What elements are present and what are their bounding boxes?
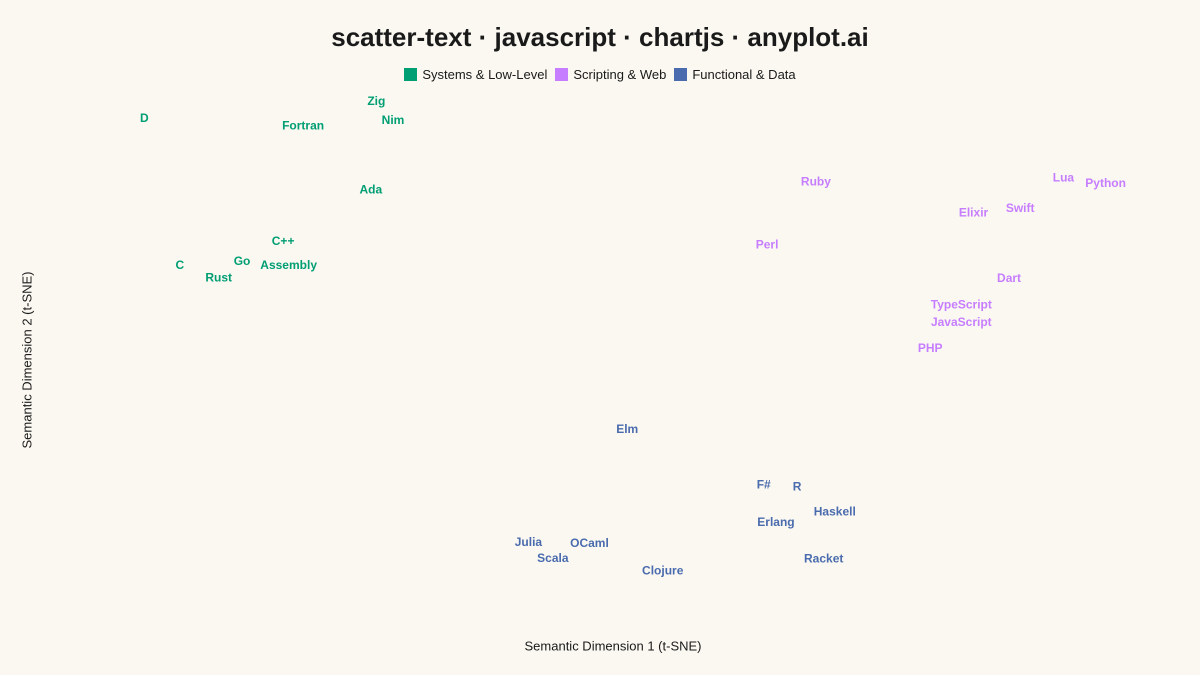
- point-label-ruby[interactable]: Ruby: [801, 174, 831, 188]
- point-label-zig[interactable]: Zig: [367, 94, 385, 108]
- point-label-ada[interactable]: Ada: [359, 183, 382, 197]
- point-label-fortran[interactable]: Fortran: [282, 118, 324, 132]
- point-label-julia[interactable]: Julia: [515, 535, 543, 549]
- legend-swatch-functional: [674, 68, 688, 81]
- point-label-fsharp[interactable]: F#: [757, 477, 771, 491]
- point-label-typescript[interactable]: TypeScript: [931, 298, 992, 312]
- legend-label-functional: Functional & Data: [692, 67, 796, 82]
- point-label-rust[interactable]: Rust: [205, 271, 232, 285]
- point-label-elm[interactable]: Elm: [616, 422, 638, 436]
- x-axis-label: Semantic Dimension 1 (t-SNE): [524, 638, 702, 654]
- point-label-assembly[interactable]: Assembly: [260, 258, 317, 272]
- point-label-scala[interactable]: Scala: [537, 551, 569, 565]
- point-label-php[interactable]: PHP: [918, 341, 943, 355]
- point-label-elixir[interactable]: Elixir: [959, 205, 989, 219]
- point-label-r[interactable]: R: [793, 479, 802, 493]
- legend-item-systems[interactable]: Systems & Low-Level: [404, 67, 547, 82]
- point-label-haskell[interactable]: Haskell: [814, 504, 856, 518]
- point-label-lua[interactable]: Lua: [1053, 171, 1075, 185]
- legend-item-functional[interactable]: Functional & Data: [674, 67, 796, 82]
- point-label-ocaml[interactable]: OCaml: [570, 536, 609, 550]
- legend-label-scripting: Scripting & Web: [573, 67, 667, 82]
- point-label-d[interactable]: D: [140, 111, 149, 125]
- legend: Systems & Low-Level Scripting & Web Func…: [0, 67, 1200, 82]
- point-label-javascript[interactable]: JavaScript: [931, 315, 992, 329]
- chart-title: scatter-text · javascript · chartjs · an…: [331, 22, 869, 52]
- point-label-python[interactable]: Python: [1085, 176, 1126, 190]
- point-label-c[interactable]: C: [176, 258, 185, 272]
- point-label-erlang[interactable]: Erlang: [757, 515, 794, 529]
- point-label-cplusplus[interactable]: C++: [272, 234, 295, 248]
- legend-item-scripting[interactable]: Scripting & Web: [555, 67, 666, 82]
- point-label-swift[interactable]: Swift: [1006, 201, 1035, 215]
- point-label-go[interactable]: Go: [234, 254, 251, 268]
- point-label-racket[interactable]: Racket: [804, 551, 843, 565]
- point-label-nim[interactable]: Nim: [382, 113, 405, 127]
- y-axis-label: Semantic Dimension 2 (t-SNE): [19, 271, 35, 449]
- legend-label-systems: Systems & Low-Level: [422, 67, 548, 82]
- legend-swatch-scripting: [555, 68, 569, 81]
- point-label-clojure[interactable]: Clojure: [642, 563, 684, 577]
- point-label-perl[interactable]: Perl: [756, 237, 779, 251]
- legend-swatch-systems: [404, 68, 418, 81]
- point-label-dart[interactable]: Dart: [997, 271, 1021, 285]
